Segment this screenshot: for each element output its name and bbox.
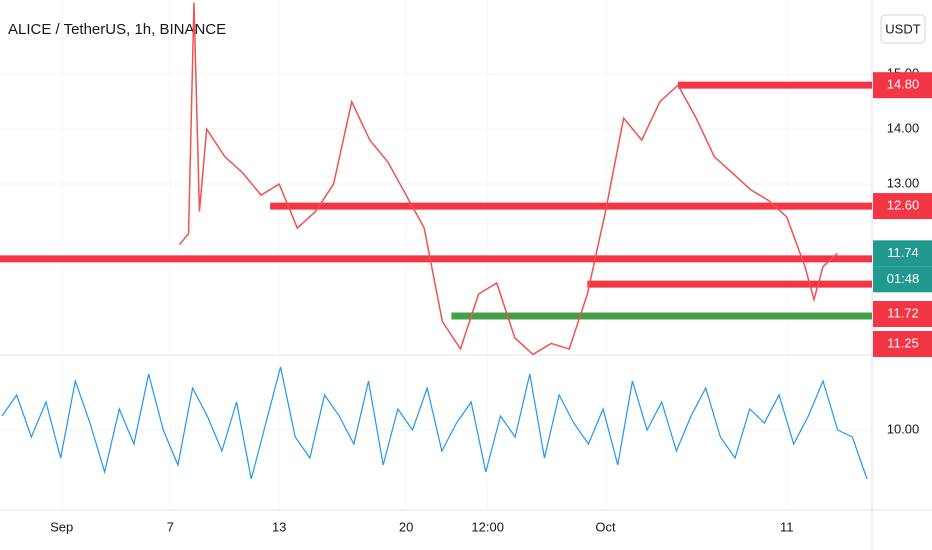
x-tick-label: 20 bbox=[399, 519, 413, 534]
symbol-title: ALICE / TetherUS, 1h, BINANCE bbox=[8, 21, 226, 38]
y-tick-label: 14.00 bbox=[887, 121, 920, 136]
countdown: 01:48 bbox=[887, 271, 920, 286]
x-tick-label: 13 bbox=[272, 519, 286, 534]
price-label-box bbox=[873, 240, 932, 267]
countdown-box bbox=[873, 266, 932, 293]
currency-button[interactable] bbox=[880, 14, 926, 44]
extra-label: 11.25 bbox=[887, 335, 919, 350]
x-tick-label: 11 bbox=[780, 519, 794, 534]
price-label: 12.60 bbox=[887, 198, 920, 213]
x-tick-label: 7 bbox=[167, 519, 174, 534]
x-tick-label: Oct bbox=[595, 519, 616, 534]
price-label: 14.80 bbox=[887, 77, 920, 92]
price-label-box bbox=[873, 72, 932, 99]
extra-label-box bbox=[873, 331, 932, 357]
extra-label: 11.72 bbox=[887, 305, 919, 320]
currency-label[interactable]: USDT bbox=[885, 21, 920, 36]
price-label-box bbox=[873, 193, 932, 220]
oscillator-line bbox=[1, 366, 868, 480]
price-line bbox=[178, 2, 839, 356]
osc-tick-label: 10.00 bbox=[887, 421, 920, 436]
extra-label-box bbox=[873, 301, 932, 327]
price-label: 11.74 bbox=[887, 245, 919, 260]
x-tick-label: Sep bbox=[50, 519, 73, 534]
x-tick-label: 12:00 bbox=[471, 519, 504, 534]
y-tick-label: 13.00 bbox=[887, 176, 920, 191]
